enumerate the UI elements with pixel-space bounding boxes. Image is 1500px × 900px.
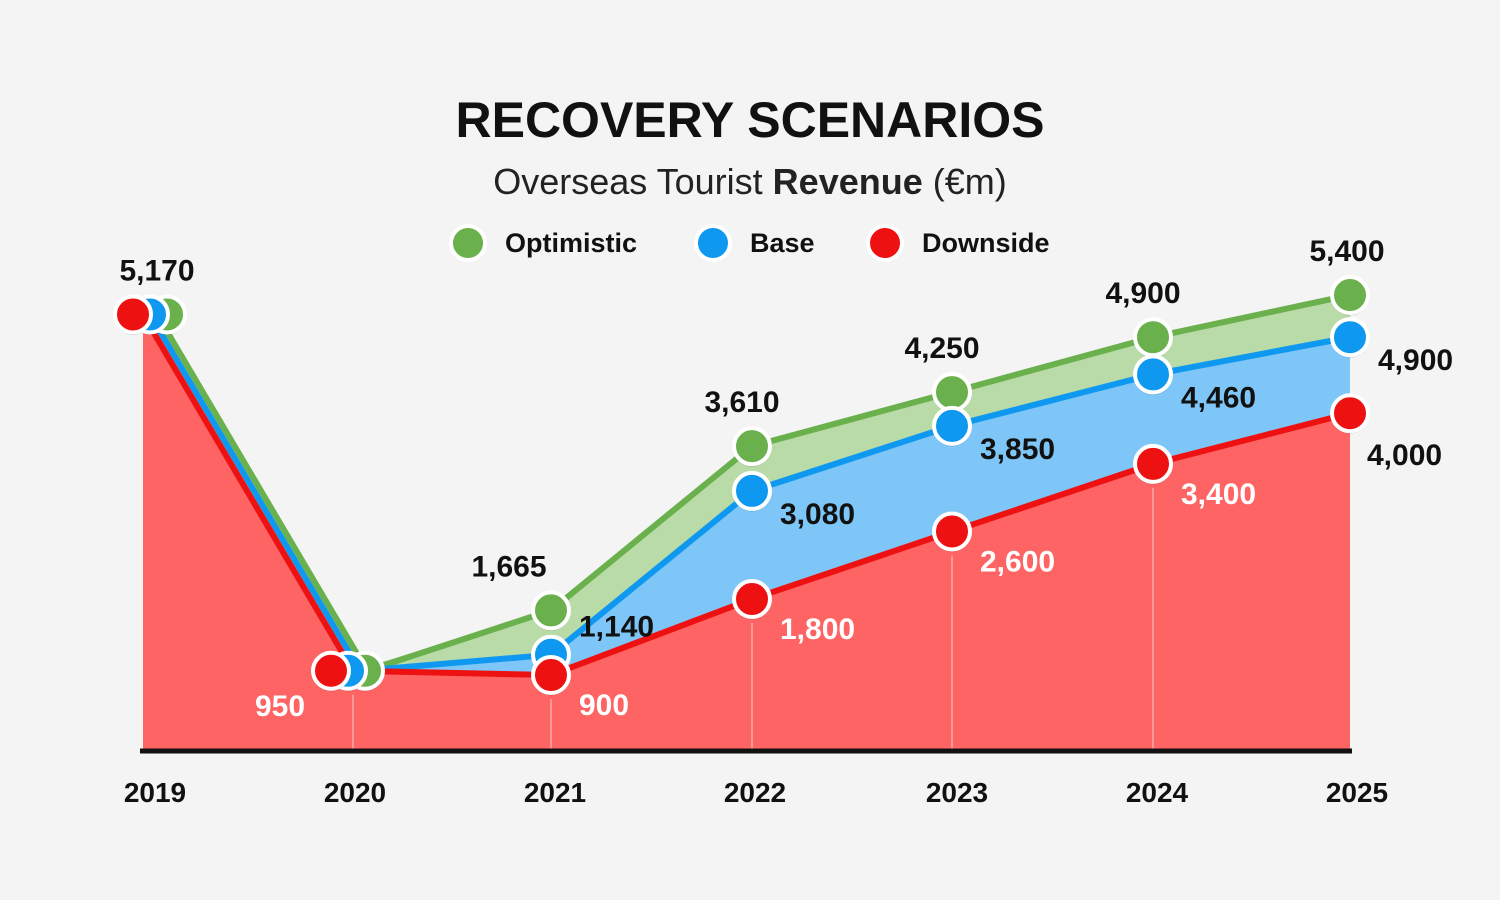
downside-label-2024: 3,400 xyxy=(1181,478,1256,511)
base-marker-2022 xyxy=(732,470,772,511)
optimistic-marker-2023 xyxy=(932,372,972,413)
series-markers xyxy=(113,275,1370,696)
base-label-2024: 4,460 xyxy=(1181,381,1256,414)
downside-label-2021: 900 xyxy=(579,689,629,722)
downside-area xyxy=(143,314,1350,751)
base-marker-2024 xyxy=(1133,354,1173,395)
downside-marker-2021 xyxy=(531,655,571,696)
optimistic-label-2023: 4,250 xyxy=(904,332,979,365)
legend-marker-downside xyxy=(866,224,904,262)
downside-marker-2024 xyxy=(1133,443,1173,484)
optimistic-label-2021: 1,665 xyxy=(471,550,546,583)
optimistic-label-2025: 5,400 xyxy=(1309,235,1384,268)
x-tick-2022: 2022 xyxy=(724,777,786,808)
downside-marker-2022 xyxy=(732,579,772,620)
downside-label-2025: 4,000 xyxy=(1367,439,1442,472)
x-tick-2021: 2021 xyxy=(524,777,586,808)
base-area xyxy=(143,314,1350,676)
legend-label-base: Base xyxy=(750,228,815,258)
optimistic-marker-2021 xyxy=(531,590,571,631)
base-marker-2023 xyxy=(932,405,972,446)
downside-label-2023: 2,600 xyxy=(980,545,1055,578)
subtitle-unit: (€m) xyxy=(933,161,1007,202)
legend-label-optimistic: Optimistic xyxy=(505,228,637,258)
optimistic-marker-2024 xyxy=(1133,317,1173,358)
optimistic-label-2022: 3,610 xyxy=(704,386,779,419)
x-tick-2025: 2025 xyxy=(1326,777,1388,808)
x-tick-2020: 2020 xyxy=(324,777,386,808)
optimistic-label-2019: 5,170 xyxy=(119,254,194,287)
legend-marker-optimistic xyxy=(449,224,487,262)
optimistic-marker-2022 xyxy=(732,426,772,467)
x-tick-2023: 2023 xyxy=(926,777,988,808)
x-tick-labels: 2019 2020 2021 2022 2023 2024 2025 xyxy=(124,777,1388,808)
base-label-2025: 4,900 xyxy=(1378,344,1453,377)
downside-marker-2019 xyxy=(113,294,153,335)
base-label-2023: 3,850 xyxy=(980,433,1055,466)
base-marker-2025 xyxy=(1330,317,1370,358)
base-label-2021: 1,140 xyxy=(579,611,654,644)
optimistic-label-2024: 4,900 xyxy=(1105,277,1180,310)
optimistic-marker-2025 xyxy=(1330,275,1370,316)
x-tick-2019: 2019 xyxy=(124,777,186,808)
downside-label-2020: 950 xyxy=(255,690,305,723)
legend: Optimistic Base Downside xyxy=(449,224,1050,262)
downside-label-2022: 1,800 xyxy=(780,613,855,646)
downside-marker-2023 xyxy=(932,511,972,552)
downside-marker-2025 xyxy=(1330,393,1370,434)
base-label-2022: 3,080 xyxy=(780,498,855,531)
subtitle-light: Overseas Tourist xyxy=(493,161,762,202)
subtitle-bold: Revenue xyxy=(773,161,923,202)
gridlines xyxy=(352,487,1154,751)
chart-subtitle: Overseas Tourist Revenue (€m) xyxy=(493,161,1007,202)
data-labels: 5,170 1,665 3,610 4,250 4,900 5,400 1,140 3,080… xyxy=(119,235,1453,723)
legend-label-downside: Downside xyxy=(922,228,1050,258)
x-tick-2024: 2024 xyxy=(1126,777,1189,808)
legend-marker-base xyxy=(694,224,732,262)
downside-marker-2020 xyxy=(311,650,351,691)
chart-title: RECOVERY SCENARIOS xyxy=(455,92,1044,148)
